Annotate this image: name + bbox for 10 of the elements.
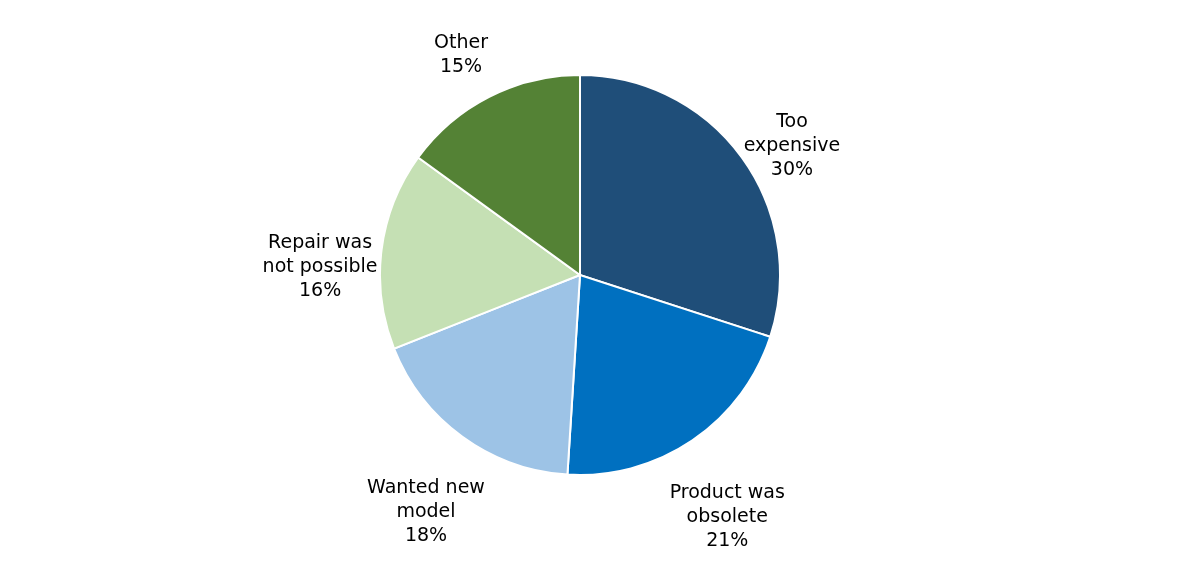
data-label: 21%	[706, 527, 749, 550]
data-label: 15%	[439, 53, 483, 76]
data-label: 16%	[298, 278, 342, 301]
data-label: 30%	[770, 157, 814, 179]
slice-label: Product was obsolete	[669, 479, 785, 526]
slice-label: Repair was not possible	[262, 230, 378, 277]
slice-label: Other	[434, 29, 489, 52]
slice-label: Too expensive	[743, 109, 841, 155]
slice-label: Wanted new model	[367, 474, 485, 521]
data-label: 18%	[404, 522, 448, 545]
